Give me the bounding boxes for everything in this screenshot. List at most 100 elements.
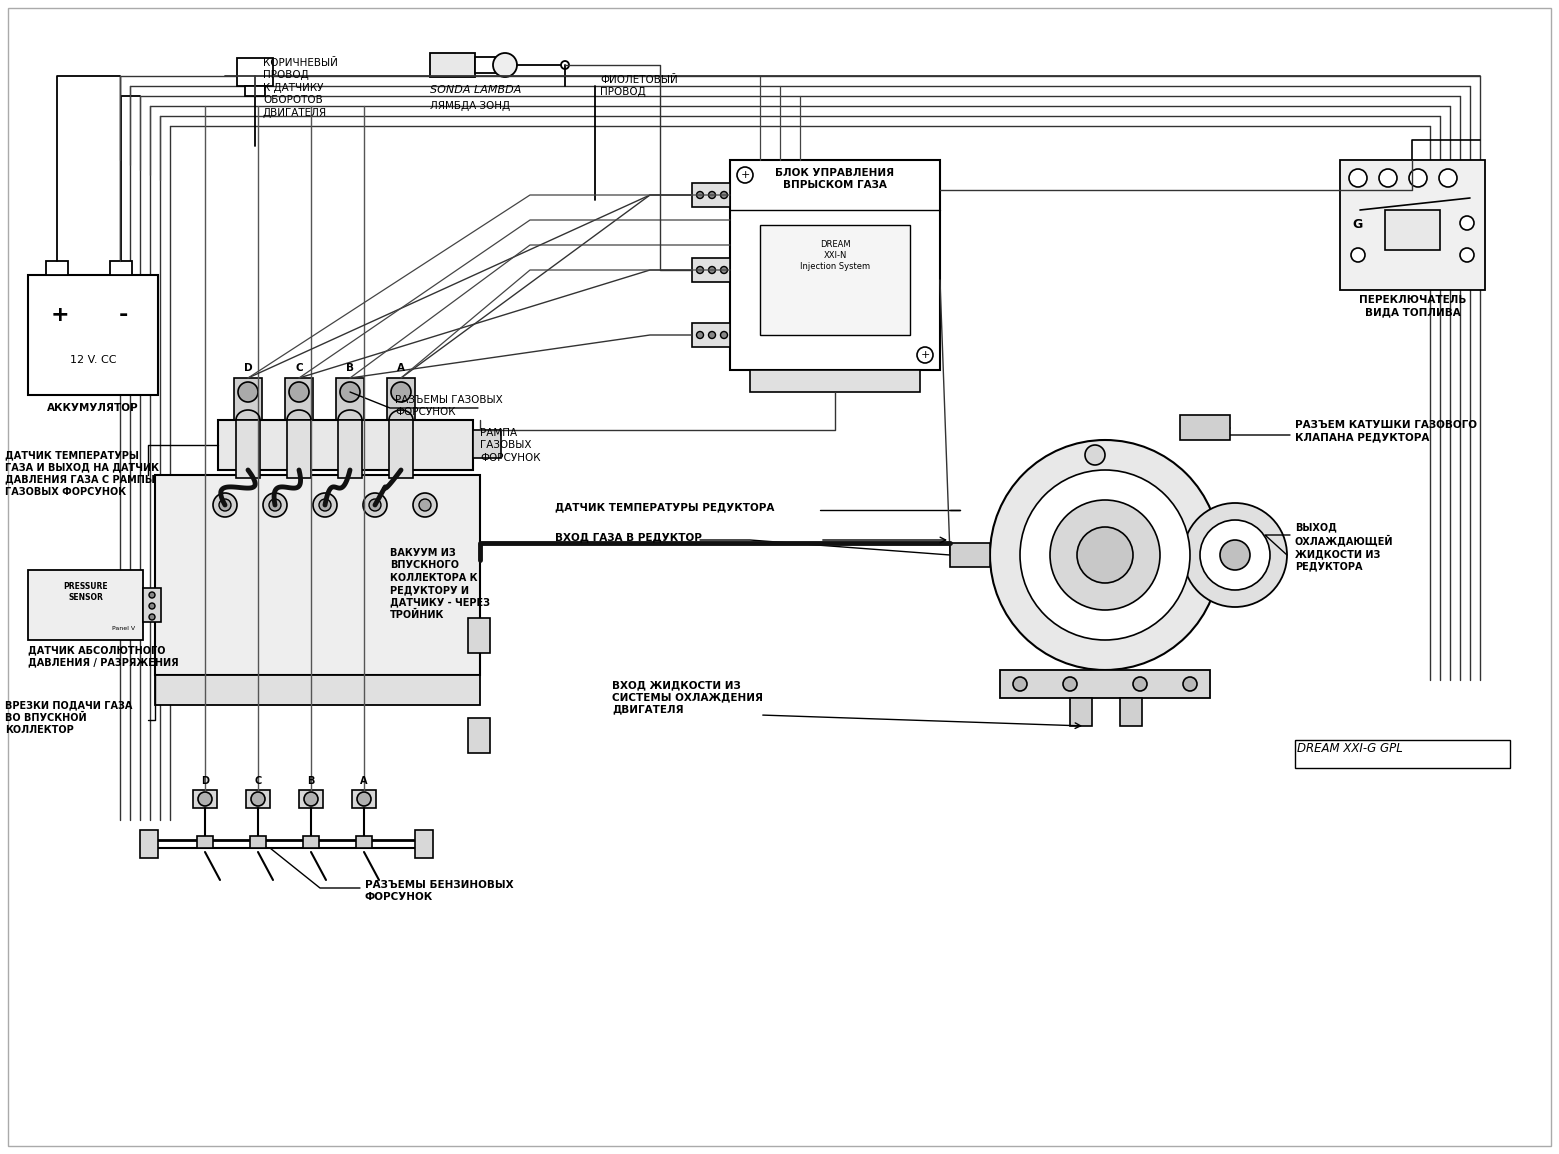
- Circle shape: [720, 192, 728, 198]
- Circle shape: [313, 493, 337, 517]
- Circle shape: [413, 493, 437, 517]
- Circle shape: [263, 493, 287, 517]
- Circle shape: [1183, 677, 1197, 691]
- Bar: [234, 379, 262, 420]
- Bar: [355, 835, 373, 848]
- Bar: [469, 620, 488, 650]
- Circle shape: [288, 382, 309, 402]
- Circle shape: [1020, 470, 1190, 640]
- Bar: [154, 475, 480, 675]
- Circle shape: [917, 347, 932, 364]
- Bar: [140, 830, 157, 859]
- Text: D: D: [201, 775, 209, 786]
- Bar: [193, 790, 217, 808]
- Circle shape: [357, 792, 371, 805]
- Text: ВХОД ЖИДКОСТИ ИЗ
СИСТЕМЫ ОХЛАЖДЕНИЯ
ДВИГАТЕЛЯ: ВХОД ЖИДКОСТИ ИЗ СИСТЕМЫ ОХЛАЖДЕНИЯ ДВИГ…: [613, 680, 762, 714]
- Bar: [47, 261, 69, 275]
- Bar: [299, 790, 323, 808]
- Circle shape: [270, 499, 281, 511]
- Bar: [475, 57, 505, 73]
- Text: ДАТЧИК АБСОЛЮТНОГО
ДАВЛЕНИЯ / РАЗРЯЖЕНИЯ: ДАТЧИК АБСОЛЮТНОГО ДАВЛЕНИЯ / РАЗРЯЖЕНИЯ: [28, 645, 179, 667]
- Circle shape: [150, 592, 154, 598]
- Text: C: C: [254, 775, 262, 786]
- Bar: [692, 183, 730, 207]
- Circle shape: [720, 331, 728, 338]
- Bar: [1180, 415, 1230, 440]
- Text: РАЗЪЕМЫ ГАЗОВЫХ
ФОРСУНОК: РАЗЪЕМЫ ГАЗОВЫХ ФОРСУНОК: [394, 395, 502, 418]
- Circle shape: [340, 382, 360, 402]
- Text: B: B: [307, 775, 315, 786]
- Bar: [999, 670, 1210, 698]
- Text: +: +: [920, 350, 929, 360]
- Circle shape: [198, 792, 212, 805]
- Text: БЛОК УПРАВЛЕНИЯ
ВПРЫСКОМ ГАЗА: БЛОК УПРАВЛЕНИЯ ВПРЫСКОМ ГАЗА: [775, 168, 895, 190]
- Bar: [249, 835, 267, 848]
- Circle shape: [1221, 540, 1250, 570]
- Circle shape: [1077, 527, 1133, 583]
- Circle shape: [304, 792, 318, 805]
- Text: A: A: [398, 364, 405, 373]
- Bar: [246, 790, 270, 808]
- Bar: [287, 420, 310, 478]
- Text: ВАКУУМ ИЗ
ВПУСКНОГО
КОЛЛЕКТОРА К
РЕДУКТОРУ И
ДАТЧИКУ - ЧЕРЕЗ
ТРОЙНИК: ВАКУУМ ИЗ ВПУСКНОГО КОЛЛЕКТОРА К РЕДУКТО…: [390, 548, 490, 620]
- Circle shape: [1085, 445, 1105, 465]
- Bar: [196, 835, 214, 848]
- Text: D: D: [243, 364, 253, 373]
- Circle shape: [320, 499, 331, 511]
- Text: РАМПА
ГАЗОВЫХ
ФОРСУНОК: РАМПА ГАЗОВЫХ ФОРСУНОК: [480, 428, 541, 463]
- Bar: [468, 619, 490, 653]
- Text: ДАТЧИК ТЕМПЕРАТУРЫ
ГАЗА И ВЫХОД НА ДАТЧИК
ДАВЛЕНИЯ ГАЗА С РАМПЫ
ГАЗОВЫХ ФОРСУНОК: ДАТЧИК ТЕМПЕРАТУРЫ ГАЗА И ВЫХОД НА ДАТЧИ…: [5, 450, 159, 497]
- Circle shape: [697, 192, 703, 198]
- Circle shape: [708, 192, 716, 198]
- Bar: [1341, 160, 1486, 290]
- Text: A: A: [360, 775, 368, 786]
- Circle shape: [214, 493, 237, 517]
- Circle shape: [1352, 248, 1366, 262]
- Text: АККУМУЛЯТОР: АККУМУЛЯТОР: [47, 403, 139, 413]
- Bar: [237, 58, 273, 87]
- Circle shape: [697, 331, 703, 338]
- Circle shape: [708, 267, 716, 273]
- Text: Panel V: Panel V: [112, 625, 136, 630]
- Text: B: B: [346, 364, 354, 373]
- Bar: [338, 420, 362, 478]
- Text: РАЗЪЕМ КАТУШКИ ГАЗОВОГО
КЛАПАНА РЕДУКТОРА: РАЗЪЕМ КАТУШКИ ГАЗОВОГО КЛАПАНА РЕДУКТОР…: [1296, 420, 1476, 442]
- Circle shape: [1380, 168, 1397, 187]
- Bar: [692, 323, 730, 347]
- Bar: [415, 830, 433, 859]
- Circle shape: [1133, 677, 1147, 691]
- Circle shape: [493, 53, 518, 77]
- Bar: [235, 420, 260, 478]
- Bar: [352, 790, 376, 808]
- Text: -: -: [118, 305, 128, 325]
- Bar: [469, 720, 488, 750]
- Text: G: G: [1353, 218, 1363, 232]
- Circle shape: [1200, 520, 1271, 590]
- Circle shape: [1051, 500, 1160, 610]
- Bar: [28, 570, 143, 640]
- Bar: [302, 835, 320, 848]
- Text: ПЕРЕКЛЮЧАТЕЛЬ
ВИДА ТОПЛИВА: ПЕРЕКЛЮЧАТЕЛЬ ВИДА ТОПЛИВА: [1359, 295, 1465, 317]
- Text: +: +: [741, 170, 750, 180]
- Text: 12 V. CC: 12 V. CC: [70, 355, 117, 365]
- Circle shape: [391, 382, 412, 402]
- Text: C: C: [295, 364, 302, 373]
- Circle shape: [1349, 168, 1367, 187]
- Circle shape: [150, 604, 154, 609]
- Bar: [245, 87, 265, 96]
- Circle shape: [697, 267, 703, 273]
- Bar: [750, 370, 920, 392]
- Bar: [1069, 698, 1091, 726]
- Bar: [730, 160, 940, 370]
- Bar: [692, 258, 730, 282]
- Bar: [759, 225, 910, 335]
- Circle shape: [1459, 248, 1473, 262]
- Bar: [430, 53, 475, 77]
- Bar: [472, 430, 500, 458]
- Circle shape: [218, 499, 231, 511]
- Bar: [218, 420, 472, 470]
- Circle shape: [561, 61, 569, 69]
- Bar: [143, 589, 161, 622]
- Circle shape: [251, 792, 265, 805]
- Text: КОРИЧНЕВЫЙ
ПРОВОД
К ДАТЧИКУ
ОБОРОТОВ
ДВИГАТЕЛЯ: КОРИЧНЕВЫЙ ПРОВОД К ДАТЧИКУ ОБОРОТОВ ДВИ…: [263, 58, 338, 118]
